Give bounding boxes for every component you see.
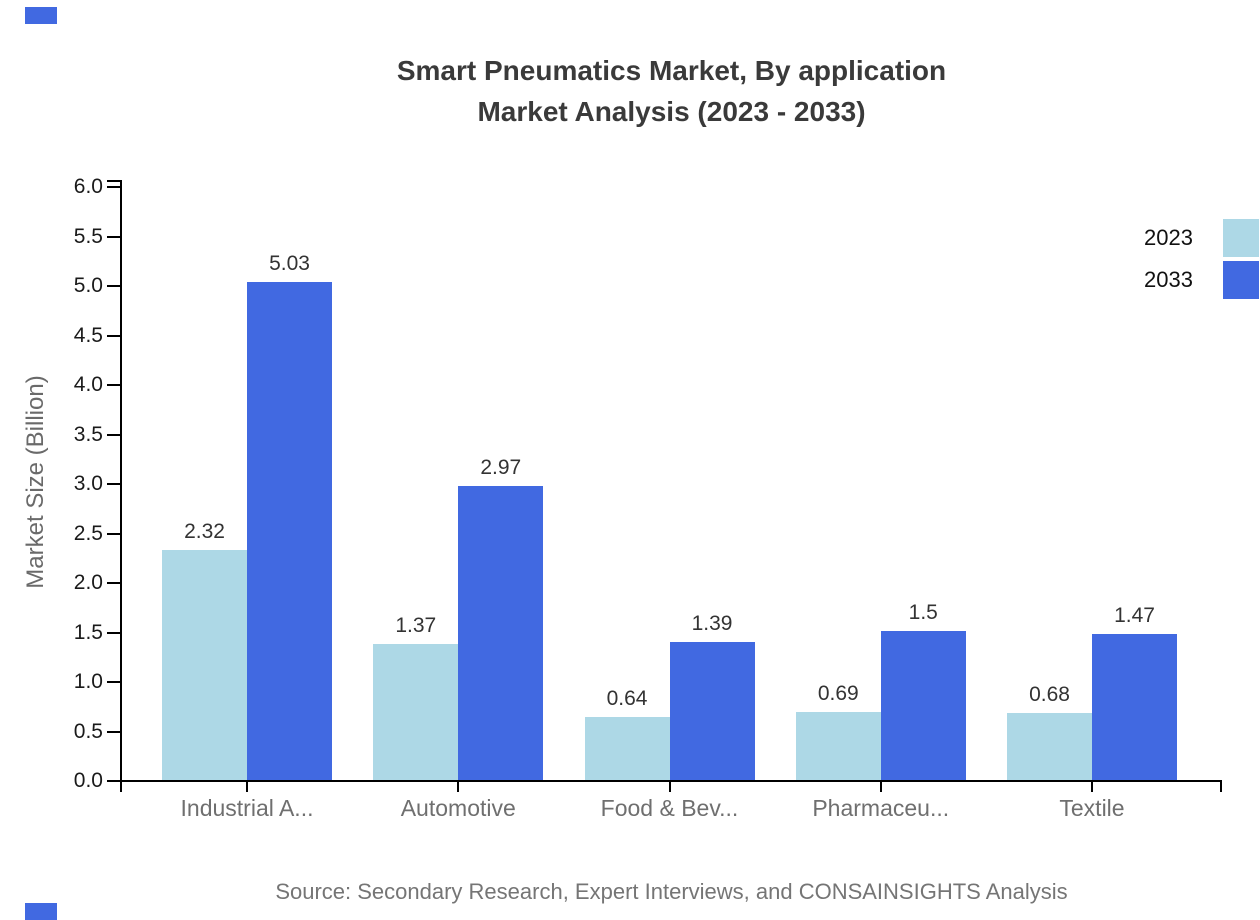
y-tick-label: 5.0: [73, 274, 103, 297]
y-tick: [107, 186, 122, 188]
source-text: Source: Secondary Research, Expert Inter…: [275, 879, 1068, 904]
y-tick-label: 4.0: [73, 373, 103, 396]
x-tick: [246, 780, 248, 792]
bar-value-label-2023-4: 0.68: [1029, 683, 1070, 706]
legend-row-2033: 2033: [1144, 261, 1259, 299]
bar-value-label-2033-4: 1.47: [1114, 604, 1155, 627]
y-tick-label: 1.0: [73, 670, 103, 693]
category-label: Textile: [1059, 795, 1125, 821]
y-tick-label: 3.5: [73, 422, 103, 446]
bar-2033-3: [880, 631, 966, 780]
bar-value-label-2023-1: 1.37: [395, 614, 437, 637]
y-tick: [107, 334, 122, 337]
bar-value-label-2033-0: 5.03: [269, 252, 310, 275]
y-axis-top-cap-tick: [107, 180, 122, 182]
x-axis-spine: [120, 780, 1222, 782]
y-tick-label: 1.5: [73, 620, 103, 644]
x-tick: [879, 780, 882, 792]
y-tick-label: 0.0: [73, 769, 103, 792]
bar-value-label-2033-3: 1.5: [908, 601, 938, 624]
chart-title-line1: Smart Pneumatics Market, By application: [396, 55, 947, 86]
y-tick-label: 6.0: [73, 175, 103, 198]
legend-row-2023: 2023: [1144, 219, 1259, 257]
legend-label-2033: 2033: [1144, 267, 1193, 292]
bar-value-label-2023-0: 2.32: [184, 520, 225, 543]
chart-title-line2: Market Analysis (2023 - 2033): [477, 96, 866, 127]
category-label: Industrial A...: [180, 795, 314, 821]
x-tick: [668, 780, 671, 792]
chart-title: Smart Pneumatics Market, By application …: [121, 50, 1222, 132]
bar-2033-1: [458, 486, 544, 780]
bar-2033-2: [669, 642, 755, 780]
y-tick: [107, 681, 122, 683]
bar-2033-0: [247, 282, 332, 780]
bar-value-label-2033-1: 2.97: [480, 456, 522, 479]
category-label: Automotive: [400, 795, 516, 821]
bar-2023-0: [162, 550, 247, 780]
category-label: Pharmaceu...: [812, 795, 950, 821]
bar-2033-4: [1092, 634, 1177, 780]
y-tick-label: 4.5: [73, 323, 103, 347]
y-tick: [107, 433, 122, 436]
y-tick-label: 2.0: [73, 571, 103, 594]
y-tick: [107, 780, 122, 782]
legend-swatch-2023: [1223, 219, 1259, 257]
bar-2023-2: [584, 717, 670, 780]
category-label: Food & Bev...: [600, 795, 739, 821]
legend: 2023 2033: [1144, 219, 1259, 303]
y-tick-label: 2.5: [73, 521, 103, 545]
y-tick-label: 0.5: [73, 719, 103, 743]
corner-mark-top-left: [25, 7, 57, 24]
bar-2023-1: [373, 644, 459, 780]
y-tick: [107, 631, 122, 634]
x-axis-end-tick: [1220, 780, 1222, 792]
bar-value-label-2033-2: 1.39: [691, 612, 733, 635]
x-tick: [1091, 780, 1093, 792]
legend-label-2023: 2023: [1144, 225, 1193, 250]
legend-swatch-2033: [1223, 261, 1259, 299]
y-axis-spine: [120, 180, 122, 792]
bar-value-label-2023-3: 0.69: [817, 682, 859, 705]
corner-mark-bottom-left: [25, 903, 57, 920]
bar-2023-4: [1007, 713, 1092, 780]
y-tick: [107, 483, 122, 485]
y-tick: [107, 730, 122, 733]
y-tick: [107, 582, 122, 584]
x-tick: [457, 780, 460, 792]
bar-2023-3: [795, 712, 881, 780]
bar-value-label-2023-2: 0.64: [606, 687, 648, 710]
y-tick: [107, 384, 122, 386]
y-tick: [107, 285, 122, 287]
y-tick-label: 5.5: [73, 224, 103, 248]
y-tick: [107, 235, 122, 238]
y-tick-label: 3.0: [73, 472, 103, 495]
y-tick: [107, 532, 122, 535]
